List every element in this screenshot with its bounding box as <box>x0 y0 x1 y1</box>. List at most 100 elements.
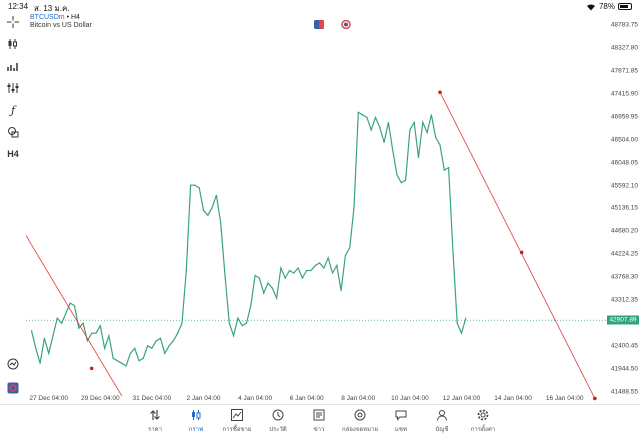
price-point <box>241 325 243 327</box>
account-icon <box>437 410 447 421</box>
chart-type-candles-icon[interactable] <box>5 36 21 52</box>
price-point <box>142 357 144 359</box>
parameters-icon[interactable] <box>5 80 21 96</box>
price-point <box>327 257 329 259</box>
trendline-handle <box>519 250 524 255</box>
price-point <box>95 332 97 334</box>
price-point <box>301 277 303 279</box>
settings-gear-icon <box>477 409 489 421</box>
nav-item-9[interactable]: การตั้งค่า <box>463 409 503 434</box>
price-point <box>99 325 101 327</box>
time-axis-label: 8 Jan 04:00 <box>341 395 376 402</box>
buy-sell-toggle-icon[interactable] <box>314 20 324 29</box>
one-click-trading-icon[interactable] <box>341 20 351 29</box>
price-point <box>185 269 187 272</box>
price-point <box>104 347 106 349</box>
timeframe-button[interactable]: H4 <box>7 149 19 159</box>
price-point <box>443 169 445 171</box>
price-axis-label: 46504.00 <box>610 136 638 144</box>
price-point <box>250 305 252 307</box>
price-point <box>387 121 389 124</box>
price-point <box>168 345 170 347</box>
indicators-icon[interactable] <box>5 58 21 74</box>
time-axis: 27 Dec 04:00 29 Dec 04:00 31 Dec 04:00 2 Ja… <box>26 395 606 405</box>
price-point <box>297 267 299 269</box>
nav-item-2[interactable]: กราฟ <box>176 409 216 434</box>
nav-item-label: กล่องจดหมาย <box>341 427 379 433</box>
function-icon[interactable]: ƒ <box>10 103 16 117</box>
price-point <box>288 269 291 272</box>
nav-item-5[interactable]: ข่าว <box>299 409 339 434</box>
price-axis-label: 43312.35 <box>610 296 638 304</box>
zoom-icon[interactable] <box>5 356 21 372</box>
price-point <box>340 289 342 292</box>
price-point <box>349 247 351 249</box>
price-axis-label: 45592.10 <box>610 182 638 190</box>
price-point <box>56 317 58 319</box>
price-point <box>258 277 260 279</box>
nav-item-4[interactable]: ประวัติ <box>258 409 298 434</box>
price-point <box>86 340 88 342</box>
app-logo-icon[interactable] <box>5 380 21 396</box>
time-axis-label: 4 Jan 04:00 <box>238 395 273 402</box>
price-point <box>405 179 407 181</box>
price-point <box>435 136 437 139</box>
price-axis-label: 48783.75 <box>610 21 638 29</box>
price-point <box>254 274 256 277</box>
price-point <box>426 131 428 134</box>
news-icon <box>313 409 325 421</box>
price-point <box>211 207 213 209</box>
price-point <box>48 352 50 354</box>
symbol-ticker[interactable]: BTCUSDm <box>30 14 65 21</box>
nav-item-label: การตั้งค่า <box>470 427 496 433</box>
price-point <box>215 194 217 196</box>
time-axis-label: 10 Jan 04:00 <box>391 395 429 402</box>
price-point <box>151 347 153 349</box>
price-axis-label: 46048.05 <box>610 159 638 167</box>
price-point <box>233 335 235 337</box>
price-point <box>190 184 192 186</box>
price-point <box>155 340 157 342</box>
price-point <box>353 207 355 209</box>
price-point <box>194 184 196 186</box>
status-bar: 12:34 ส. 13 ม.ค. 78% <box>0 0 640 14</box>
nav-item-8[interactable]: บัญชี <box>422 409 462 434</box>
nav-item-3[interactable]: การซื้อขาย <box>217 409 257 434</box>
nav-item-label: กราฟ <box>188 427 204 433</box>
objects-shapes-icon[interactable] <box>5 124 21 140</box>
current-price-tag: 42907.89 <box>607 315 639 325</box>
price-point <box>362 114 364 116</box>
trendline-1[interactable] <box>26 230 123 397</box>
battery-percent: 78% <box>598 2 615 11</box>
price-point <box>319 262 321 264</box>
status-right: 78% <box>586 2 632 11</box>
price-point <box>134 347 136 349</box>
price-point <box>52 335 54 337</box>
price-chart[interactable] <box>26 14 606 403</box>
price-point <box>116 360 119 362</box>
price-point <box>336 264 338 267</box>
price-point <box>344 254 346 257</box>
price-axis-label: 47415.90 <box>610 90 638 98</box>
price-axis-label: 41488.55 <box>610 388 638 396</box>
time-axis-label: 29 Dec 04:00 <box>80 395 120 402</box>
nav-item-7[interactable]: แชท <box>381 409 421 434</box>
symbol-description: Bitcoin vs US Dollar <box>30 22 92 29</box>
trendline-2[interactable] <box>439 92 596 399</box>
trendline-handle <box>593 396 597 401</box>
nav-item-label: ราคา <box>148 427 162 433</box>
nav-item-1[interactable]: ราคา <box>135 409 175 434</box>
history-clock-icon <box>272 409 284 421</box>
nav-item-6[interactable]: กล่องจดหมาย <box>340 409 380 434</box>
price-point <box>198 187 200 189</box>
chat-bubble-icon <box>395 410 407 421</box>
price-point <box>237 317 239 319</box>
crosshair-icon[interactable] <box>5 14 21 30</box>
price-point <box>331 272 334 274</box>
price-point <box>65 312 67 314</box>
time-axis-label: 12 Jan 04:00 <box>442 395 481 402</box>
price-point <box>39 362 41 364</box>
price-line-series[interactable] <box>30 111 467 367</box>
price-point <box>172 340 174 342</box>
status-date: ส. 13 ม.ค. <box>34 4 70 13</box>
